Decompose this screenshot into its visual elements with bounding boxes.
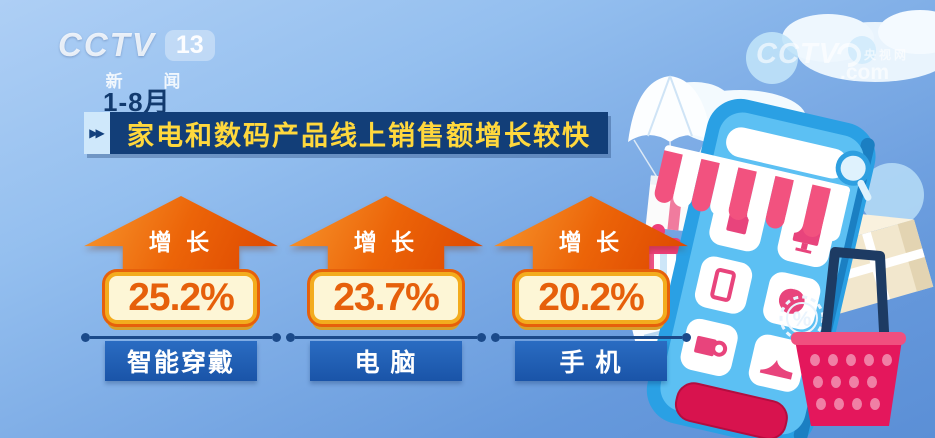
category-label-box: 电 脑: [310, 341, 462, 381]
cta-button: [674, 382, 788, 438]
search-bar: [726, 127, 848, 179]
growth-tag: 增 长: [558, 229, 624, 255]
channel-subtitle: 新 闻: [105, 72, 199, 91]
balloon-icon: [848, 36, 876, 64]
app-icon-phone: [694, 256, 753, 314]
growth-arrow-icon: 增 长: [84, 196, 278, 284]
percent-text: %: [793, 308, 812, 331]
category-label-box: 手 机: [515, 341, 667, 381]
growth-arrow-icon: 增 长: [289, 196, 483, 284]
divider-line: [81, 333, 281, 342]
search-icon: [835, 150, 872, 201]
channel-number-badge: 13: [164, 29, 215, 61]
growth-value: 23.7%: [333, 276, 440, 319]
stat-cards-row: 增 长 25.2% 智能穿戴 增 长 23.7% 电 脑: [81, 196, 691, 381]
growth-value: 20.2%: [538, 276, 645, 319]
cctv-wordmark: CCTV: [58, 26, 156, 63]
headline-text: 家电和数码产品线上销售额增长较快: [110, 112, 608, 154]
divider-line: [286, 333, 486, 342]
category-label: 电 脑: [354, 349, 418, 377]
stat-card-computers: 增 长 23.7% 电 脑: [286, 196, 486, 381]
category-label: 手 机: [559, 349, 623, 377]
shopping-basket-icon: [791, 247, 906, 426]
watermark-suffix: .com: [840, 61, 890, 84]
category-label-box: 智能穿戴: [105, 341, 257, 381]
growth-arrow-icon: 增 长: [494, 196, 688, 284]
growth-value-plaque: 20.2%: [515, 272, 667, 324]
divider-line: [491, 333, 691, 342]
growth-value-plaque: 25.2%: [105, 272, 257, 324]
awning-icon: [654, 145, 851, 242]
headline-banner: ▶▶ 家电和数码产品线上销售额增长较快: [84, 112, 608, 154]
app-icon-beachball: [763, 272, 821, 330]
growth-tag: 增 长: [148, 229, 214, 255]
watermark-cctv-com: CCTV 央视网 .com: [756, 37, 909, 85]
category-label: 智能穿戴: [126, 349, 235, 377]
app-icon-heel: [748, 334, 806, 392]
watermark-label: 央视网: [863, 48, 909, 62]
growth-value: 25.2%: [128, 276, 235, 319]
app-icon-mug: [680, 318, 738, 377]
watermark-brand: CCTV: [756, 38, 839, 70]
balloon-icon: [860, 163, 924, 227]
channel-logo: CCTV 13 新 闻: [58, 26, 228, 92]
stat-card-wearables: 增 长 25.2% 智能穿戴: [81, 196, 281, 381]
banner-marker-icon: ▶▶: [84, 112, 110, 154]
growth-value-plaque: 23.7%: [310, 272, 462, 324]
stat-card-phones: 增 长 20.2% 手 机: [491, 196, 691, 381]
growth-tag: 增 长: [353, 229, 419, 255]
balloon-icon: [746, 32, 798, 84]
